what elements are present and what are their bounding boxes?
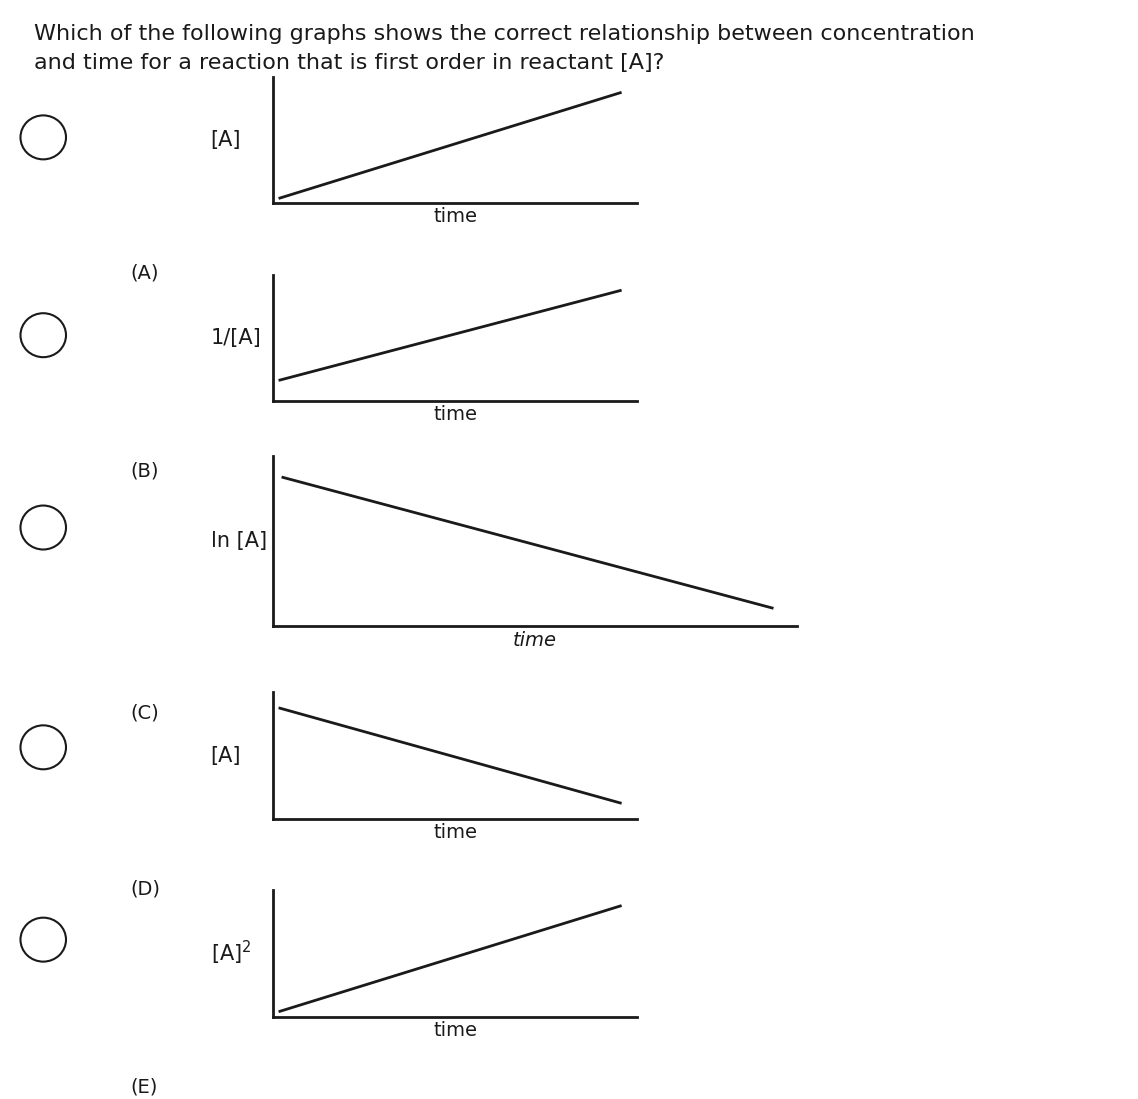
X-axis label: time: time	[513, 631, 556, 650]
Text: [A]$^2$: [A]$^2$	[211, 940, 251, 967]
Text: (D): (D)	[131, 879, 160, 898]
Text: (C): (C)	[131, 703, 159, 722]
Text: (A): (A)	[131, 264, 159, 282]
Text: ln [A]: ln [A]	[211, 531, 266, 552]
X-axis label: time: time	[434, 208, 477, 226]
Text: and time for a reaction that is first order in reactant [A]?: and time for a reaction that is first or…	[34, 53, 665, 73]
Text: 1/[A]: 1/[A]	[211, 328, 262, 348]
Text: Which of the following graphs shows the correct relationship between concentrati: Which of the following graphs shows the …	[34, 24, 975, 44]
Text: (B): (B)	[131, 462, 159, 480]
X-axis label: time: time	[434, 823, 477, 842]
X-axis label: time: time	[434, 406, 477, 424]
Text: (E): (E)	[131, 1077, 158, 1096]
X-axis label: time: time	[434, 1021, 477, 1040]
Text: [A]: [A]	[211, 130, 241, 151]
Text: [A]: [A]	[211, 745, 241, 766]
